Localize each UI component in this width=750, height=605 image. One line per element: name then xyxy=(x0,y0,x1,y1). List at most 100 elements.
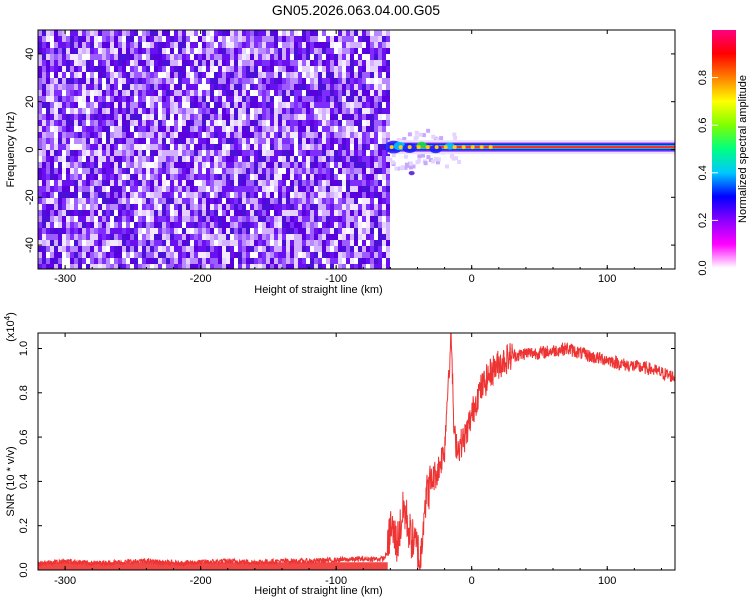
spectrogram-cell xyxy=(102,102,106,108)
spectrogram-cell xyxy=(122,90,126,96)
spectrogram-cell xyxy=(118,78,122,84)
spectrogram-cell xyxy=(318,156,322,162)
spectrogram-cell xyxy=(342,84,346,90)
spectrogram-cell xyxy=(162,132,166,138)
spectrogram-cell xyxy=(358,114,362,120)
spectrogram-cell xyxy=(138,42,142,48)
spectrogram-cell xyxy=(66,42,70,48)
spectrogram-cell xyxy=(74,186,78,192)
spectrogram-cell xyxy=(210,54,214,60)
spectrogram-cell xyxy=(186,198,190,204)
spectrogram-cell xyxy=(391,153,396,158)
spectrogram-cell xyxy=(230,150,234,156)
spectrogram-cell xyxy=(318,150,322,156)
spectrogram-cell xyxy=(114,216,118,222)
spectrogram-cell xyxy=(358,36,362,42)
spectrogram-cell xyxy=(290,144,294,150)
spectrogram-cell xyxy=(90,246,94,252)
spectrogram-cell xyxy=(222,180,226,186)
spectrogram-cell xyxy=(266,198,270,204)
spectrogram-cell xyxy=(174,210,178,216)
spectrogram-cell xyxy=(98,96,102,102)
spectrogram-cell xyxy=(266,96,270,102)
spectrogram-cell xyxy=(206,60,210,66)
spectrogram-cell xyxy=(286,168,290,174)
spectrogram-cell xyxy=(134,138,138,144)
spectrogram-cell xyxy=(178,240,182,246)
spectrogram-cell xyxy=(322,66,326,72)
spectrogram-cell xyxy=(86,174,90,180)
spectrogram-cell xyxy=(42,228,46,234)
spectrogram-cell xyxy=(66,102,70,108)
spectrogram-cell xyxy=(266,216,270,222)
spectrogram-cell xyxy=(298,42,302,48)
spectrogram-cell xyxy=(338,30,342,36)
spectrogram-cell xyxy=(142,108,146,114)
spectrogram-cell xyxy=(62,228,66,234)
spectrogram-cell xyxy=(254,96,258,108)
spectrogram-cell xyxy=(54,96,58,102)
spectrogram-cell xyxy=(170,174,174,180)
spectrogram-cell xyxy=(50,234,54,240)
spectrogram-cell xyxy=(138,192,142,198)
spectrogram-cell xyxy=(202,72,206,78)
spectrogram-cell xyxy=(378,192,382,198)
spectrogram-cell xyxy=(322,30,326,36)
spectrogram-cell xyxy=(74,192,78,198)
spectrogram-cell xyxy=(258,210,262,216)
spectrogram-cell xyxy=(314,30,318,36)
spectrogram-cell xyxy=(354,156,358,162)
spectrogram-cell xyxy=(122,84,126,90)
spectrogram-cell xyxy=(334,96,338,102)
spectrogram-cell xyxy=(162,210,166,216)
spectrogram-cell xyxy=(182,108,186,114)
spectrogram-cell xyxy=(326,90,330,96)
spectrogram-cell xyxy=(382,54,386,60)
spectrogram-cell xyxy=(130,258,134,264)
spectrogram-cell xyxy=(94,240,98,246)
spectrogram-cell xyxy=(142,138,146,144)
spectrogram-cell xyxy=(366,234,370,240)
spectrogram-cell xyxy=(214,126,218,132)
spectrogram-cell xyxy=(322,120,326,126)
spectrogram-cell xyxy=(238,246,242,252)
spectrogram-cell xyxy=(50,132,54,138)
spectrogram-cell xyxy=(62,156,66,162)
spectrogram-cell xyxy=(234,90,238,96)
spectrogram-cell xyxy=(58,264,62,269)
spectrogram-cell xyxy=(326,168,330,174)
spectrogram-cell xyxy=(46,246,50,252)
spectrogram-cell xyxy=(214,174,218,180)
spectrogram-cell xyxy=(170,156,174,162)
spectrogram-cell xyxy=(230,48,234,54)
spectrogram-cell xyxy=(118,186,122,192)
spectrogram-cell xyxy=(66,84,70,90)
spectrogram-cell xyxy=(318,90,322,96)
spectrogram-cell xyxy=(102,240,106,246)
spectrogram-cell xyxy=(433,157,438,162)
spectrogram-cell xyxy=(266,204,270,210)
spectrogram-cell xyxy=(386,228,390,240)
spectrogram-cell xyxy=(70,132,74,138)
spectrogram-cell xyxy=(106,108,110,114)
spectrogram-cell xyxy=(182,72,186,78)
spectrogram-cell xyxy=(178,174,182,180)
spectrogram-cell xyxy=(290,162,294,168)
spectrogram-cell xyxy=(338,90,342,102)
spectrogram-cell xyxy=(42,252,46,258)
spectrogram-cell xyxy=(338,234,342,240)
spectrogram-cell xyxy=(150,180,154,186)
spectrogram-cell xyxy=(186,78,190,84)
spectrogram-cell xyxy=(266,192,270,198)
signal-peak xyxy=(479,145,484,150)
spectrogram-cell xyxy=(114,162,118,174)
spectrogram-cell xyxy=(70,78,74,84)
spectrogram-cell xyxy=(246,186,250,192)
spectrogram-cell xyxy=(98,174,102,180)
spectrogram-cell xyxy=(262,264,266,269)
spectrogram-cell xyxy=(382,264,386,269)
spectrogram-cell xyxy=(318,78,322,84)
spectrogram-cell xyxy=(202,246,206,252)
spectrogram-cell xyxy=(230,264,234,269)
spectrogram-cell xyxy=(306,108,310,114)
